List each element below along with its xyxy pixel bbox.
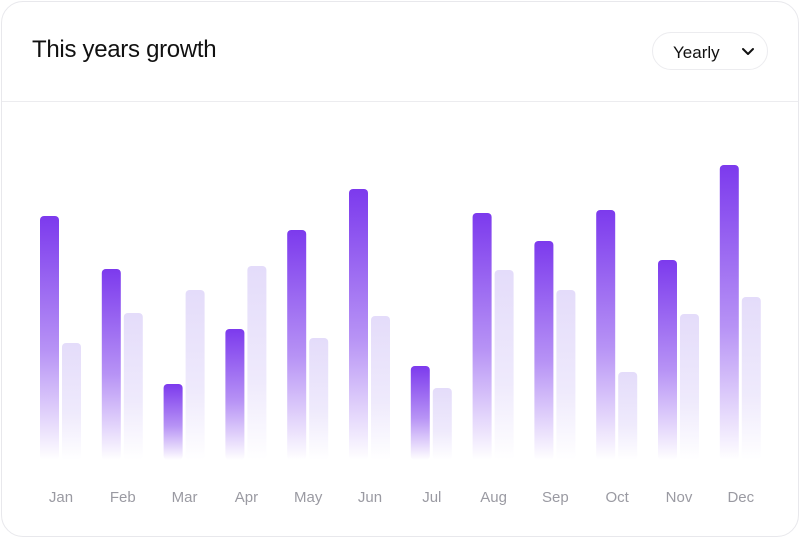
secondary-bar-aug [494,270,514,460]
x-tick-label: Sep [542,489,569,506]
primary-bar-sep [534,241,554,460]
x-tick-label: Dec [727,489,754,506]
primary-bar-jan [40,216,59,460]
secondary-bar-apr [247,266,267,460]
primary-bar-oct [596,210,616,460]
secondary-bar-dec [741,297,761,460]
secondary-bar-oct [618,372,638,460]
card-title: This years growth [32,36,217,63]
x-tick-label: Nov [666,489,693,506]
secondary-bar-sep [556,290,576,460]
primary-bar-apr [225,329,245,460]
primary-bar-jun [349,189,368,460]
secondary-bar-nov [680,314,699,460]
x-tick-label: Feb [110,489,136,506]
primary-bar-jul [410,366,430,460]
secondary-bar-may [309,338,329,460]
x-tick-label: Jul [422,489,441,506]
secondary-bar-feb [123,313,143,460]
primary-bar-may [287,230,307,460]
secondary-bar-mar [185,290,205,460]
primary-bar-dec [719,165,739,460]
x-tick-label: Jun [358,489,382,506]
x-tick-label: Aug [480,489,507,506]
x-tick-label: Mar [172,489,198,506]
primary-bar-aug [472,213,492,460]
secondary-bar-jul [432,388,452,460]
secondary-bar-jan [62,343,81,460]
card-header: This years growth Yearly [2,2,798,102]
x-tick-label: May [294,489,323,506]
chevron-down-icon [742,48,754,55]
period-dropdown-value: Yearly [673,43,720,62]
x-tick-label: Apr [235,489,258,506]
x-tick-label: Jan [49,489,73,506]
secondary-bar-jun [371,316,390,460]
period-dropdown[interactable]: Yearly [652,32,768,70]
primary-bar-nov [658,260,677,460]
x-tick-label: Oct [606,489,630,506]
primary-bar-feb [101,269,121,460]
primary-bar-mar [163,384,183,460]
